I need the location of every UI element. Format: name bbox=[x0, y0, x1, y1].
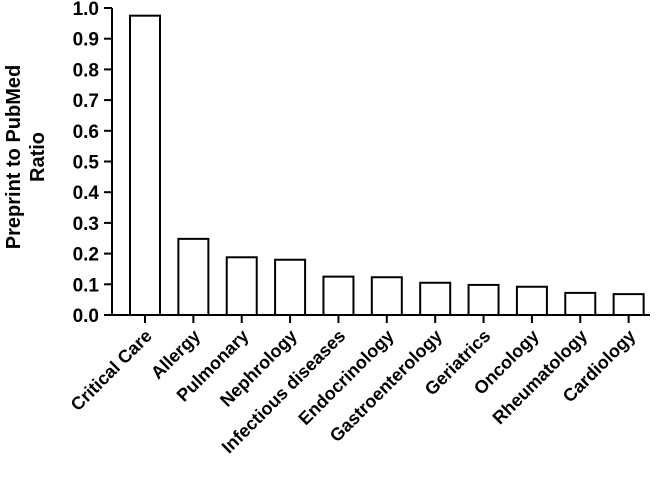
y-tick-label: 1.0 bbox=[73, 0, 99, 20]
bar-pulmonary bbox=[225, 256, 258, 316]
bar-gastroenterology bbox=[419, 281, 452, 317]
y-axis-ticks: 0.0 0.1 0.2 0.3 0.4 0.5 0.6 0.7 0.8 0.9 1.0 bbox=[73, 0, 112, 327]
bars bbox=[129, 14, 645, 317]
y-tick-label: 0.5 bbox=[73, 153, 100, 174]
y-tick-label: 0.7 bbox=[73, 91, 99, 112]
y-tick-label: 0.4 bbox=[73, 183, 100, 204]
bar-rheumatology bbox=[564, 291, 597, 316]
x-category-label: Critical Care bbox=[67, 326, 156, 415]
x-axis-ticks: Critical CareAllergyPulmonaryNephrologyI… bbox=[67, 315, 639, 457]
bar-geriatrics bbox=[467, 283, 500, 317]
bar-oncology bbox=[515, 285, 548, 317]
y-tick-label: 0.6 bbox=[73, 122, 99, 143]
bar-endocrinology bbox=[370, 276, 403, 317]
y-tick-label: 0.3 bbox=[73, 214, 99, 235]
y-tick-label: 0.1 bbox=[73, 275, 100, 296]
bar-infectious-diseases bbox=[322, 275, 355, 316]
y-axis-title-line-1: Preprint to PubMed bbox=[3, 65, 25, 249]
y-tick-label: 0.0 bbox=[73, 306, 99, 327]
y-axis-title-line-2: Ratio bbox=[27, 132, 49, 182]
bar-allergy bbox=[177, 237, 210, 316]
y-tick-label: 0.9 bbox=[73, 30, 99, 51]
bar-cardiology bbox=[612, 293, 645, 316]
y-tick-label: 0.8 bbox=[73, 60, 99, 81]
bar-critical-care bbox=[129, 14, 161, 317]
y-tick-label: 0.2 bbox=[73, 245, 99, 266]
bar-nephrology bbox=[274, 258, 307, 316]
y-axis-title: Preprint to PubMed Ratio bbox=[3, 65, 49, 249]
